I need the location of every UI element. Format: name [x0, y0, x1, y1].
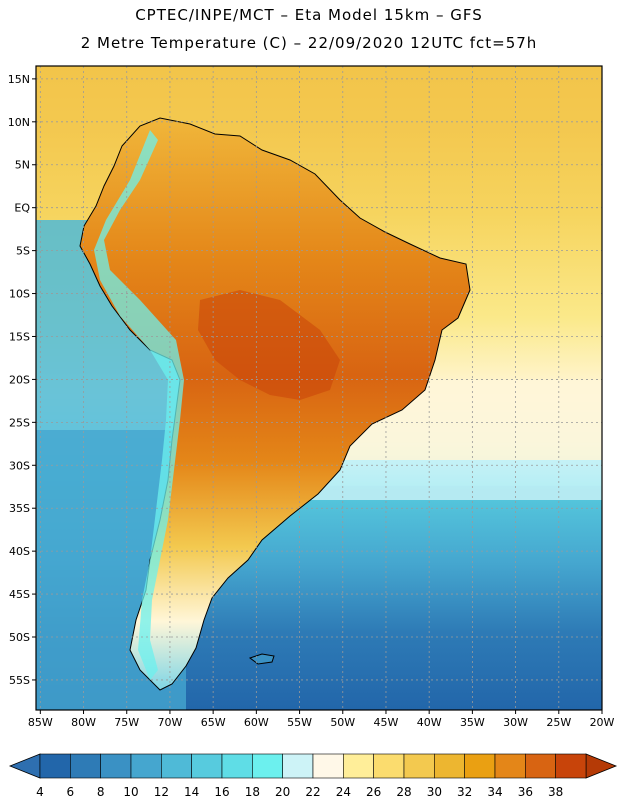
colorbar-swatch: [464, 753, 496, 779]
lon-label: 35W: [460, 716, 485, 729]
lon-label: 80W: [71, 716, 96, 729]
colorbar-left-arrow: [8, 753, 41, 779]
south-america-landmass: [79, 117, 471, 691]
andes-cold-strip: [94, 130, 184, 680]
colorbar-label: 30: [427, 785, 442, 799]
colorbar-swatch: [434, 753, 465, 779]
colorbar-label: 14: [184, 785, 199, 799]
lon-label: 25W: [546, 716, 571, 729]
lat-label: 15S: [9, 330, 30, 343]
colorbar-label: 16: [214, 785, 229, 799]
lat-label: 20S: [9, 373, 30, 386]
colorbar-label: 36: [518, 785, 533, 799]
temperature-field: [36, 66, 602, 710]
colorbar-swatch: [161, 753, 192, 779]
colorbar-swatch: [555, 753, 587, 779]
lon-label: 45W: [374, 716, 399, 729]
chart-title: CPTEC/INPE/MCT – Eta Model 15km – GFS: [135, 6, 483, 24]
colorbar-right-arrow: [585, 753, 618, 779]
cool-atlantic-band: [300, 460, 602, 500]
colorbar-label: 18: [245, 785, 260, 799]
colorbar-swatch: [343, 753, 374, 779]
hot-core-region: [198, 290, 340, 400]
colorbar-label: 12: [154, 785, 169, 799]
colorbar-label: 6: [67, 785, 75, 799]
lat-label: 35S: [9, 502, 30, 515]
colorbar-label: 20: [275, 785, 290, 799]
lon-label: 55W: [287, 716, 312, 729]
lat-label: 10N: [8, 116, 30, 129]
lat-label: 30S: [9, 459, 30, 472]
colorbar-label: 10: [123, 785, 138, 799]
colorbar-label: 32: [457, 785, 472, 799]
latitude-axis: 15N 10N 5N EQ 5S 10S 15S 20S 25S 30S 35S 40S 45S 50S 5…: [8, 73, 36, 687]
lon-label: 40W: [417, 716, 442, 729]
colorbar-swatch: [403, 753, 435, 779]
colorbar-label: 22: [305, 785, 320, 799]
lat-label: EQ: [14, 202, 30, 215]
colorbar-label: 26: [366, 785, 381, 799]
colorbar-swatch: [130, 753, 162, 779]
colorbar-swatch: [252, 753, 283, 779]
lat-label: 45S: [9, 588, 30, 601]
colorbar-label: 8: [97, 785, 105, 799]
lon-label: 65W: [201, 716, 226, 729]
colorbar-swatch: [39, 753, 71, 779]
colorbar-swatch: [525, 753, 556, 779]
lon-label: 50W: [330, 716, 355, 729]
lat-label: 15N: [8, 73, 30, 86]
colorbar-swatch: [221, 753, 253, 779]
colorbar-swatch: [373, 753, 405, 779]
map-frame: [35, 65, 603, 711]
lon-label: 70W: [158, 716, 183, 729]
caribbean-field: [36, 66, 602, 126]
colorbar: 4 6 8 10 12 14 16 18 20 22 24 26 28 30 32 34 36 38: [8, 753, 618, 799]
colorbar-label: 38: [548, 785, 563, 799]
colorbar-swatch: [312, 753, 344, 779]
colorbar-label: 24: [336, 785, 351, 799]
lat-label: 55S: [9, 674, 30, 687]
lat-label: 25S: [9, 416, 30, 429]
lon-label: 30W: [503, 716, 528, 729]
colorbar-swatch: [70, 753, 101, 779]
colorbar-label: 34: [487, 785, 502, 799]
lon-label: 85W: [28, 716, 53, 729]
colorbar-swatch: [494, 753, 526, 779]
lat-label: 50S: [9, 631, 30, 644]
longitude-axis: 85W 80W 75W 70W 65W 60W 55W 50W 45W 40W 35W 30W 25W 2…: [28, 710, 615, 729]
colorbar-label: 28: [396, 785, 411, 799]
chart-subtitle: 2 Metre Temperature (C) – 22/09/2020 12U…: [80, 34, 538, 52]
lat-label: 5N: [15, 159, 30, 172]
lat-label: 40S: [9, 545, 30, 558]
lon-label: 60W: [244, 716, 269, 729]
colorbar-swatch: [100, 753, 132, 779]
colorbar-swatch: [191, 753, 223, 779]
lon-label: 75W: [114, 716, 139, 729]
colorbar-label: 4: [36, 785, 44, 799]
lat-label: 5S: [16, 245, 30, 258]
colorbar-swatch: [282, 753, 314, 779]
lat-label: 10S: [9, 288, 30, 301]
lon-label: 20W: [590, 716, 615, 729]
